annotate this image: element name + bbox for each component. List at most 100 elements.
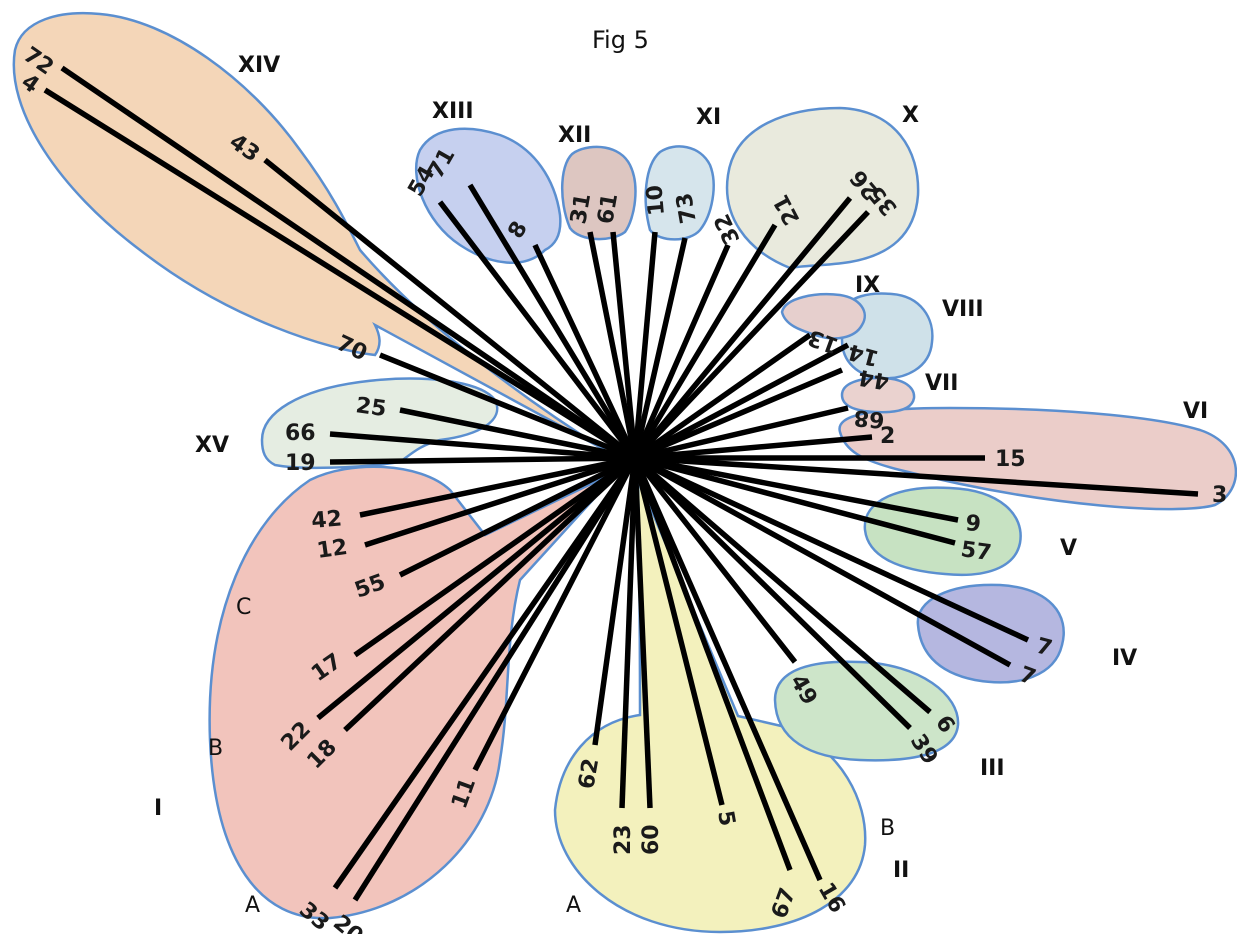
- branch: [632, 457, 653, 809]
- clade-I-region: [208, 465, 621, 920]
- branch: [378, 352, 637, 461]
- leaf-label: 23: [611, 824, 636, 855]
- leaf-label: 60: [639, 824, 664, 855]
- leaf-label: 66: [285, 421, 316, 446]
- leaf-label: 68: [853, 404, 886, 432]
- branch: [587, 231, 638, 459]
- leaf-label: 57: [959, 537, 993, 566]
- clade-XII-region: [561, 145, 637, 241]
- branch: [634, 434, 873, 461]
- clade-label: V: [1060, 536, 1077, 561]
- leaf-label: 9: [964, 511, 981, 537]
- leaf-label: 31: [566, 192, 596, 227]
- leaf-label: 12: [315, 535, 349, 564]
- branch: [60, 65, 637, 461]
- branch: [632, 231, 658, 459]
- leaf-label: 7: [1033, 634, 1054, 662]
- branch: [332, 456, 638, 890]
- branch: [329, 455, 636, 465]
- branch: [399, 407, 636, 461]
- branch: [632, 243, 731, 460]
- branch: [634, 405, 849, 461]
- clade-label: VIII: [942, 297, 984, 322]
- clade-V-region: [863, 486, 1022, 577]
- branch: [632, 457, 725, 806]
- branch: [592, 457, 638, 746]
- branch: [632, 456, 823, 882]
- branch: [633, 332, 812, 461]
- branch: [633, 210, 870, 460]
- clade-label: III: [980, 756, 1005, 781]
- branch: [619, 457, 638, 809]
- branch: [633, 456, 912, 730]
- clade-X-region: [725, 106, 920, 270]
- clade-VII-region: [840, 376, 916, 414]
- branch: [263, 157, 637, 461]
- clade-label: VI: [1183, 399, 1208, 424]
- branch: [632, 223, 778, 460]
- clade-label: IV: [1112, 646, 1137, 671]
- clade-label: IX: [855, 273, 880, 298]
- branch: [634, 455, 959, 523]
- branch: [343, 455, 637, 733]
- clade-label: II: [893, 858, 909, 883]
- leaf-label: 25: [354, 393, 388, 422]
- subclade-label: B: [880, 816, 895, 841]
- branch: [359, 455, 636, 518]
- branch: [43, 87, 637, 461]
- branch: [437, 200, 638, 460]
- clade-label: XIV: [238, 53, 280, 78]
- branch: [398, 455, 637, 578]
- leaf-label: 10: [642, 184, 670, 217]
- branch: [632, 196, 853, 460]
- clade-labels: Fig 5 I II III IV V VI VII VIII IX X XI …: [154, 26, 1208, 918]
- clade-label: VII: [925, 371, 958, 396]
- clade-label: I: [154, 796, 162, 821]
- clade-II-region: [553, 477, 867, 934]
- tree-branches: [43, 65, 1199, 902]
- branch: [633, 455, 1012, 668]
- figure-title: Fig 5: [592, 26, 649, 54]
- leaf-label: 3: [1212, 483, 1227, 508]
- clade-label: XII: [558, 123, 591, 148]
- clade-III-region: [773, 660, 960, 762]
- leaf-label: 73: [672, 191, 702, 226]
- subclade-label: B: [208, 736, 223, 761]
- branch: [633, 367, 844, 461]
- branch: [633, 342, 850, 461]
- branch: [634, 455, 956, 546]
- clade-regions: [12, 11, 1237, 934]
- clade-IX-region: [780, 293, 866, 340]
- clade-label: XI: [696, 105, 721, 130]
- branch: [532, 243, 638, 460]
- branch: [329, 431, 636, 461]
- clade-XI-region: [644, 145, 715, 241]
- leaf-label: 5: [712, 809, 739, 828]
- clade-label: XV: [195, 433, 229, 458]
- branch: [467, 183, 638, 460]
- subclade-label: A: [245, 893, 260, 918]
- leaf-label: 44: [857, 364, 892, 394]
- leaf-label: 19: [285, 451, 316, 476]
- branch: [364, 455, 636, 548]
- branch: [632, 237, 688, 459]
- clade-IV-region: [916, 583, 1065, 684]
- branch: [632, 457, 793, 871]
- branch: [472, 456, 638, 772]
- branch: [610, 231, 638, 459]
- branch: [634, 455, 1199, 497]
- branch: [352, 456, 638, 902]
- leaf-label: 15: [995, 447, 1026, 472]
- branch: [632, 456, 798, 664]
- clade-XV-region: [260, 377, 499, 470]
- subclade-label: A: [566, 893, 581, 918]
- clade-label: X: [902, 103, 919, 128]
- branch: [633, 455, 1030, 643]
- leaf-label: 62: [574, 757, 604, 792]
- branch: [633, 455, 932, 715]
- leaf-label: 42: [310, 506, 343, 534]
- leaf-label: 2: [880, 424, 895, 449]
- leaf-label: 61: [593, 192, 623, 227]
- clade-XIV-region: [12, 11, 606, 452]
- clade-label: XIII: [432, 99, 474, 124]
